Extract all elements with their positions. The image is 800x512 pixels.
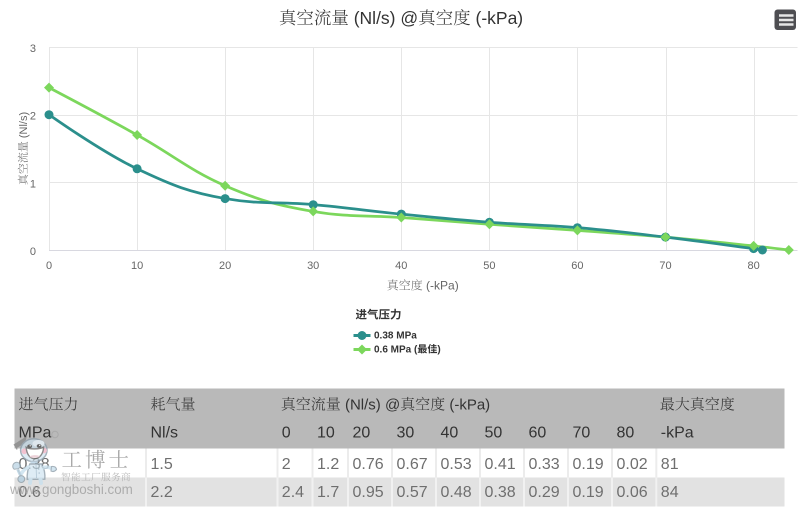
svg-text:MPa: MPa: [19, 425, 52, 442]
svg-text:0.33: 0.33: [529, 456, 560, 473]
svg-text:0: 0: [282, 425, 291, 442]
svg-text:www.gongboshi.com: www.gongboshi.com: [9, 482, 133, 497]
svg-text:(-kPa): (-kPa): [445, 397, 490, 414]
svg-text:30: 30: [307, 260, 319, 272]
svg-text:3: 3: [30, 43, 36, 55]
svg-text:0.38 MPa: 0.38 MPa: [374, 331, 417, 342]
svg-text:2.2: 2.2: [151, 484, 173, 501]
svg-text:0.06: 0.06: [617, 484, 648, 501]
svg-text:0.19: 0.19: [573, 484, 604, 501]
svg-text:50: 50: [485, 425, 503, 442]
svg-text:0.6 MPa (: 0.6 MPa (: [374, 345, 418, 356]
svg-text:(Nl/s) @: (Nl/s) @: [341, 397, 400, 414]
svg-text:0.38: 0.38: [485, 484, 516, 501]
svg-text:0.95: 0.95: [353, 484, 384, 501]
svg-text:1.7: 1.7: [317, 484, 339, 501]
svg-text:0.67: 0.67: [397, 456, 428, 473]
svg-text:0.53: 0.53: [441, 456, 472, 473]
svg-text:30: 30: [397, 425, 415, 442]
svg-text:1.5: 1.5: [151, 456, 173, 473]
svg-text:0.41: 0.41: [485, 456, 516, 473]
svg-text:50: 50: [483, 260, 495, 272]
svg-text:2: 2: [30, 111, 36, 123]
svg-text:0.57: 0.57: [397, 484, 428, 501]
svg-text:70: 70: [659, 260, 671, 272]
svg-text:20: 20: [353, 425, 371, 442]
svg-text:0: 0: [46, 260, 52, 272]
svg-text:80: 80: [747, 260, 759, 272]
svg-text:0.76: 0.76: [353, 456, 384, 473]
svg-text:0.6: 0.6: [19, 484, 41, 501]
svg-text:84: 84: [661, 484, 679, 501]
svg-text:0.29: 0.29: [529, 484, 560, 501]
svg-text:70: 70: [573, 425, 591, 442]
svg-text:Nl/s: Nl/s: [151, 425, 179, 442]
svg-text:60: 60: [529, 425, 547, 442]
svg-text:0: 0: [30, 246, 36, 258]
svg-text:(-kPa): (-kPa): [423, 279, 459, 293]
svg-text:60: 60: [571, 260, 583, 272]
svg-text:0.19: 0.19: [573, 456, 604, 473]
svg-text:1.2: 1.2: [317, 456, 339, 473]
svg-text:40: 40: [441, 425, 459, 442]
svg-text:20: 20: [219, 260, 231, 272]
svg-text:(Nl/s) @: (Nl/s) @: [349, 8, 418, 28]
svg-text:10: 10: [131, 260, 143, 272]
svg-text:10: 10: [317, 425, 335, 442]
svg-text:0.02: 0.02: [617, 456, 648, 473]
svg-text:-kPa: -kPa: [661, 425, 694, 442]
svg-text:(-kPa): (-kPa): [471, 8, 524, 28]
svg-text:1: 1: [30, 178, 36, 190]
svg-text:2.4: 2.4: [282, 484, 304, 501]
svg-text:2: 2: [282, 456, 291, 473]
svg-text:80: 80: [617, 425, 635, 442]
svg-text:40: 40: [395, 260, 407, 272]
svg-text:0.48: 0.48: [441, 484, 472, 501]
svg-text:81: 81: [661, 456, 679, 473]
svg-text:(Nl/s): (Nl/s): [18, 112, 30, 141]
svg-text:): ): [437, 345, 440, 356]
